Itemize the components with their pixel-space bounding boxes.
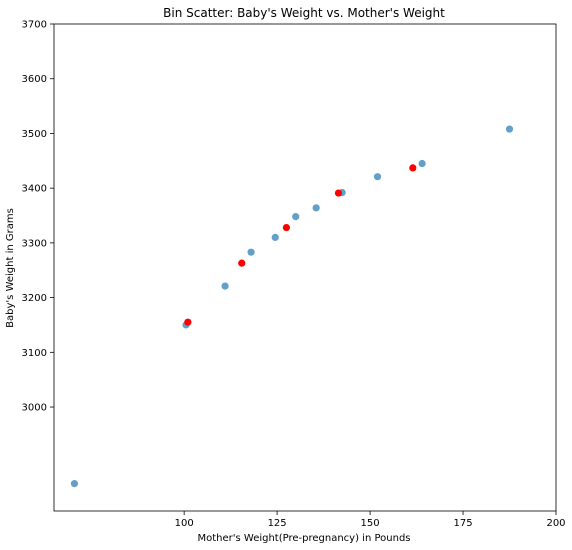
y-tick-label: 3200 — [22, 293, 47, 304]
x-axis-label: Mother's Weight(Pre-pregnancy) in Pounds — [197, 533, 410, 544]
x-tick-label: 125 — [268, 518, 287, 529]
y-tick-label: 3500 — [22, 129, 47, 140]
data-point-blue — [221, 282, 229, 290]
data-point-red — [334, 189, 343, 197]
y-tick-label: 3000 — [22, 403, 47, 414]
data-point-blue — [247, 248, 255, 256]
data-point-red — [238, 259, 246, 267]
data-point-red — [409, 164, 417, 172]
y-tick-label: 3100 — [22, 348, 47, 359]
axis-ticks: 100 125 150 175 200 3000 3100 3200 3300 3400 3500 3… — [22, 20, 566, 530]
x-tick-label: 175 — [453, 518, 472, 529]
data-point-blue — [312, 204, 320, 212]
y-tick-label: 3600 — [22, 74, 47, 85]
y-axis-label: Baby's Weight in Grams — [5, 208, 16, 328]
plot-area: 100 125 150 175 200 3000 3100 3200 3300 3400 3500 3… — [22, 20, 566, 530]
data-point-red — [282, 223, 291, 232]
data-point-blue — [70, 480, 79, 488]
y-tick-label: 3400 — [22, 184, 47, 195]
data-point-blue — [373, 173, 382, 181]
x-tick-label: 200 — [546, 518, 565, 529]
y-tick-label: 3700 — [22, 20, 47, 31]
data-point-blue — [271, 233, 279, 242]
data-points — [70, 125, 514, 488]
chart-title: Bin Scatter: Baby's Weight vs. Mother's … — [163, 6, 445, 20]
x-tick-label: 150 — [361, 518, 380, 529]
data-point-red — [184, 318, 192, 326]
y-tick-label: 3300 — [22, 238, 47, 249]
x-tick-label: 100 — [175, 518, 194, 529]
data-point-blue — [505, 125, 514, 133]
plot-frame — [53, 23, 557, 512]
data-point-blue — [418, 159, 426, 168]
data-point-blue — [292, 213, 300, 221]
